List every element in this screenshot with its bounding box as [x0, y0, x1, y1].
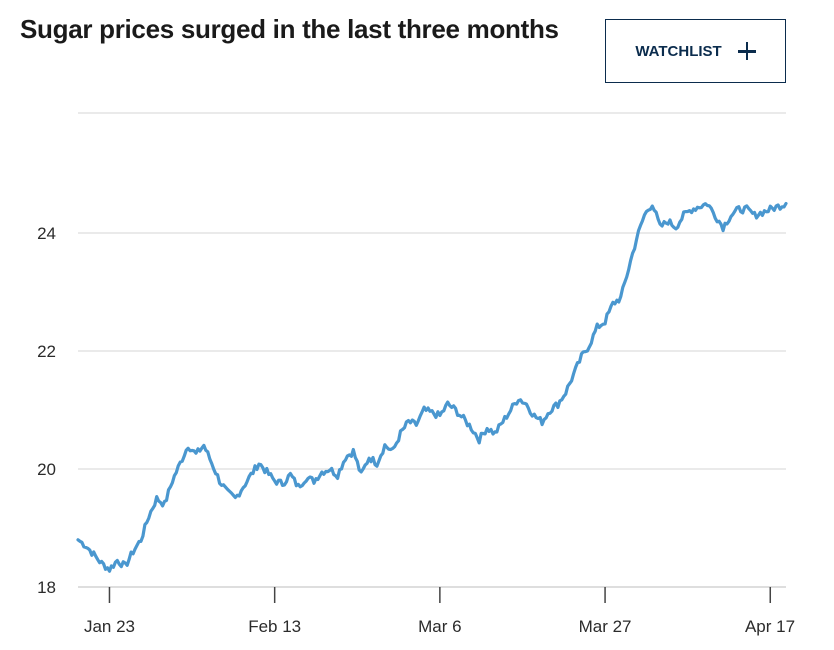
x-tick-label: Feb 13: [248, 617, 301, 636]
y-tick-label: 22: [37, 342, 56, 361]
y-tick-label: 18: [37, 578, 56, 597]
plus-icon: [737, 42, 756, 60]
y-tick-label: 24: [37, 224, 56, 243]
y-tick-labels: 18 20 22 24: [37, 224, 56, 597]
chart-title: Sugar prices surged in the last three mo…: [20, 14, 559, 44]
price-series-line: [76, 201, 788, 573]
x-tick-label: Mar 27: [579, 617, 632, 636]
y-tick-label: 20: [37, 460, 56, 479]
watchlist-label: WATCHLIST: [635, 42, 722, 60]
x-ticks: Jan 23 Feb 13 Mar 6 Mar 27 Apr 17: [84, 587, 795, 636]
x-tick-label: Jan 23: [84, 617, 135, 636]
x-tick-label: Apr 17: [745, 617, 795, 636]
watchlist-button[interactable]: WATCHLIST: [605, 19, 786, 83]
y-gridlines: [78, 232, 786, 470]
x-tick-label: Mar 6: [418, 617, 461, 636]
